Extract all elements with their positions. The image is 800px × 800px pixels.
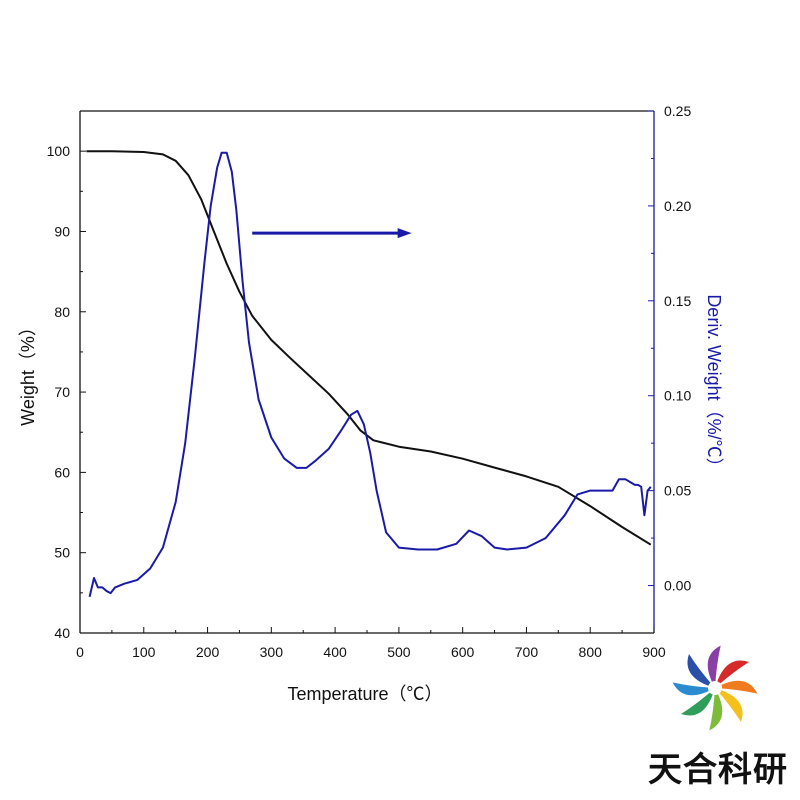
y-left-tick-label: 90 bbox=[54, 223, 70, 239]
plot-frame bbox=[79, 110, 655, 634]
y-left-tick-label: 70 bbox=[54, 384, 70, 400]
x-tick-label: 400 bbox=[323, 644, 347, 660]
x-tick-label: 700 bbox=[515, 644, 539, 660]
annotation-layer bbox=[252, 228, 412, 239]
y-right-tick-label: 0.10 bbox=[664, 388, 691, 404]
x-tick-label: 0 bbox=[76, 644, 84, 660]
x-tick-label: 600 bbox=[451, 644, 475, 660]
x-tick-label: 200 bbox=[196, 644, 220, 660]
deriv-weight-line bbox=[88, 151, 652, 598]
y-left-tick-label: 50 bbox=[54, 545, 70, 561]
pinwheel-blade bbox=[707, 645, 721, 688]
watermark-text: 天合科研 bbox=[648, 750, 788, 790]
y-right-tick-label: 0.15 bbox=[664, 293, 691, 309]
x-tick-label: 100 bbox=[132, 644, 156, 660]
y-left-tick-label: 80 bbox=[54, 304, 70, 320]
weight-line bbox=[86, 150, 652, 546]
series-layer bbox=[86, 150, 652, 598]
y-right-tick-label: 0.00 bbox=[664, 578, 691, 594]
pinwheel-blade bbox=[715, 688, 743, 722]
y-right-tick-label: 0.20 bbox=[664, 198, 691, 214]
x-tick-label: 900 bbox=[642, 644, 666, 660]
pinwheel-logo bbox=[672, 645, 758, 731]
x-tick-label: 300 bbox=[260, 644, 284, 660]
y-right-axis-label: Deriv. Weight（%/℃） bbox=[704, 294, 724, 475]
y-right-tick-label: 0.25 bbox=[664, 103, 691, 119]
y-right-axis-ticks: 0.00 0.05 0.10 0.15 0.20 0.25 bbox=[648, 103, 691, 594]
pinwheel-blade bbox=[709, 688, 723, 731]
pinwheel-blade bbox=[687, 654, 715, 688]
arrow-head bbox=[397, 228, 412, 239]
y-right-tick-label: 0.05 bbox=[664, 483, 691, 499]
x-tick-label: 800 bbox=[579, 644, 603, 660]
pinwheel-blade bbox=[672, 682, 715, 696]
pinwheel-blade bbox=[681, 688, 715, 716]
x-tick-label: 500 bbox=[387, 644, 411, 660]
pinwheel-blade bbox=[715, 660, 749, 688]
x-axis-label: Temperature（℃） bbox=[287, 684, 442, 704]
y-left-axis-label: Weight（%） bbox=[18, 318, 38, 426]
pinwheel-center bbox=[708, 681, 722, 695]
pinwheel-blade bbox=[715, 680, 758, 694]
y-left-axis-ticks: 40 50 60 70 80 90 100 bbox=[47, 143, 86, 641]
y-left-tick-label: 40 bbox=[54, 625, 70, 641]
x-axis-ticks: 0 100 200 300 400 500 600 700 800 900 bbox=[76, 627, 666, 660]
y-left-tick-label: 100 bbox=[47, 143, 71, 159]
y-left-tick-label: 60 bbox=[54, 464, 70, 480]
